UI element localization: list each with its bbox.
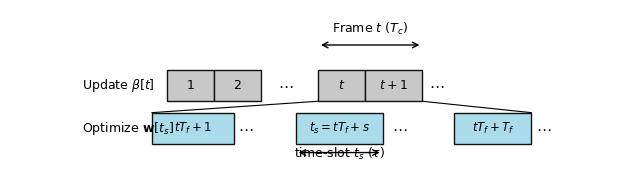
Bar: [167, 70, 214, 101]
Bar: [365, 70, 422, 101]
Bar: [318, 70, 365, 101]
Text: $\cdots$: $\cdots$: [239, 121, 254, 136]
Text: Frame $t$ $(T_c)$: Frame $t$ $(T_c)$: [332, 21, 408, 37]
Bar: [296, 113, 383, 144]
Bar: [454, 113, 531, 144]
Text: $\cdots$: $\cdots$: [392, 121, 408, 136]
Text: 2: 2: [234, 79, 241, 92]
Text: 1: 1: [186, 79, 195, 92]
Text: $\cdots$: $\cdots$: [278, 78, 294, 93]
Text: $t+1$: $t+1$: [380, 79, 408, 92]
Bar: [214, 70, 261, 101]
Text: $tT_f + T_f$: $tT_f + T_f$: [472, 121, 514, 136]
Text: $t_s = tT_f + s$: $t_s = tT_f + s$: [308, 121, 370, 136]
Text: Optimize $\mathbf{w}[t_s]$: Optimize $\mathbf{w}[t_s]$: [83, 120, 175, 137]
Text: $\cdots$: $\cdots$: [536, 121, 552, 136]
Text: $t$: $t$: [338, 79, 346, 92]
Text: time-slot $t_s$ $(\tau)$: time-slot $t_s$ $(\tau)$: [294, 146, 385, 162]
Bar: [152, 113, 234, 144]
Text: Update $\beta[t]$: Update $\beta[t]$: [83, 77, 156, 94]
Text: $\cdots$: $\cdots$: [429, 78, 445, 93]
Text: $tT_f+1$: $tT_f+1$: [174, 121, 212, 136]
